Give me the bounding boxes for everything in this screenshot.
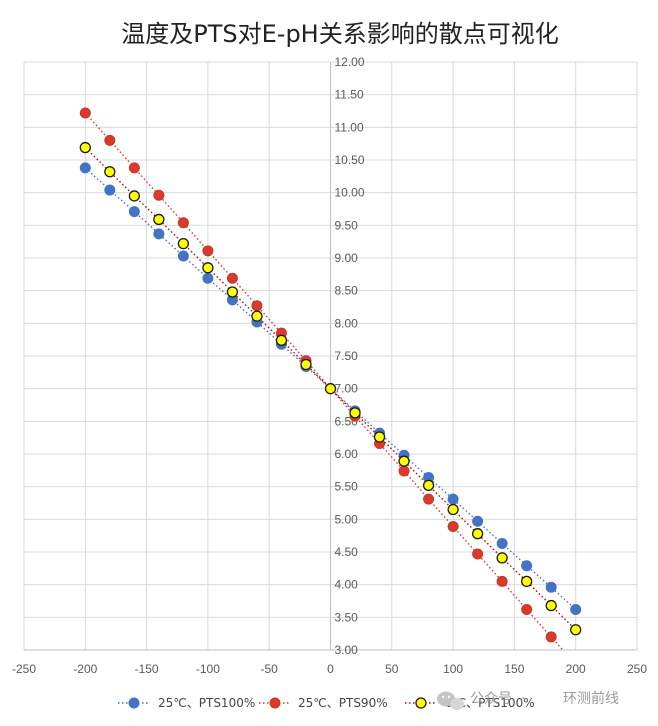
data-point bbox=[251, 300, 263, 312]
data-point bbox=[177, 217, 189, 229]
data-point bbox=[104, 166, 116, 178]
data-point bbox=[153, 213, 165, 226]
data-point bbox=[128, 190, 140, 202]
wechat-icon bbox=[437, 691, 464, 710]
data-point bbox=[226, 286, 239, 298]
chart-title: 温度及PTS对E-pH关系影响的散点可视化 bbox=[121, 20, 558, 48]
series-layer bbox=[79, 107, 582, 650]
data-point bbox=[202, 262, 214, 274]
data-point bbox=[570, 603, 582, 615]
data-point bbox=[128, 162, 140, 174]
x-tick-label: 250 bbox=[627, 662, 647, 676]
data-point bbox=[349, 407, 361, 419]
data-point bbox=[521, 575, 533, 588]
data-point bbox=[177, 250, 189, 262]
data-point bbox=[570, 624, 582, 636]
series-3 bbox=[79, 141, 582, 636]
watermark-separator: · bbox=[521, 691, 525, 707]
x-tick-label: -250 bbox=[12, 662, 36, 676]
series-line bbox=[84, 147, 577, 631]
x-tick-label: -150 bbox=[135, 662, 159, 676]
watermark-account: 环测前线 bbox=[563, 690, 619, 707]
data-point bbox=[447, 521, 459, 533]
y-tick-label: 10.00 bbox=[335, 186, 365, 200]
data-point bbox=[422, 479, 435, 492]
data-point bbox=[545, 581, 557, 593]
y-tick-label: 11.50 bbox=[335, 88, 364, 102]
data-point bbox=[202, 272, 214, 284]
data-point bbox=[521, 603, 533, 615]
data-point bbox=[324, 383, 337, 395]
legend-label: 25℃、PTS90% bbox=[298, 696, 388, 710]
axes: -250 -200 -150 -100 -50 0 50 100 150 200 250 3.00 3.… bbox=[12, 55, 647, 676]
legend-item-2: 25℃、PTS90% bbox=[259, 696, 388, 710]
y-tick-label: 4.00 bbox=[335, 578, 359, 592]
legend-item-3: 0℃、PTS100% bbox=[405, 696, 535, 710]
data-point bbox=[300, 358, 312, 371]
x-tick-label: 0 bbox=[327, 662, 334, 676]
legend: 25℃、PTS100% 25℃、PTS90% 0℃、PTS100% bbox=[118, 696, 535, 710]
data-point bbox=[447, 503, 459, 516]
data-point bbox=[447, 493, 459, 505]
data-point bbox=[472, 515, 484, 527]
data-point bbox=[496, 552, 508, 564]
y-tick-label: 8.00 bbox=[335, 316, 359, 330]
data-point bbox=[202, 245, 214, 257]
y-tick-label: 9.00 bbox=[335, 251, 359, 265]
y-tick-label: 12.00 bbox=[335, 55, 365, 69]
data-point bbox=[398, 465, 410, 477]
data-point bbox=[423, 493, 435, 505]
data-point bbox=[153, 189, 165, 201]
watermark-name: 公众号 bbox=[470, 691, 512, 707]
x-tick-label: -200 bbox=[73, 662, 97, 676]
data-point bbox=[545, 599, 557, 612]
data-point bbox=[153, 228, 165, 240]
data-point bbox=[373, 431, 386, 443]
data-point bbox=[79, 107, 91, 119]
data-point bbox=[545, 631, 557, 643]
data-point bbox=[177, 237, 190, 250]
y-tick-label: 9.50 bbox=[335, 218, 359, 232]
data-point bbox=[496, 538, 508, 550]
x-tick-label: 150 bbox=[504, 662, 524, 676]
data-point bbox=[79, 162, 91, 174]
y-tick-label: 7.00 bbox=[335, 382, 359, 396]
data-point bbox=[251, 310, 263, 322]
data-point bbox=[226, 272, 238, 284]
data-point bbox=[79, 141, 91, 154]
x-tick-label: 50 bbox=[385, 662, 399, 676]
x-tick-label: 200 bbox=[566, 662, 586, 676]
y-tick-label: 11.00 bbox=[335, 120, 364, 134]
y-tick-label: 3.00 bbox=[335, 643, 359, 657]
data-point bbox=[496, 575, 508, 587]
data-point bbox=[471, 528, 484, 540]
y-tick-label: 7.50 bbox=[335, 349, 359, 363]
legend-label: 25℃、PTS100% bbox=[158, 696, 255, 710]
data-point bbox=[472, 548, 484, 560]
legend-marker bbox=[128, 697, 140, 709]
data-point bbox=[104, 134, 116, 146]
x-tick-label: 100 bbox=[443, 662, 463, 676]
y-tick-label: 5.00 bbox=[335, 512, 359, 526]
x-tick-label: -50 bbox=[261, 662, 279, 676]
y-tick-label: 5.50 bbox=[335, 480, 359, 494]
y-tick-label: 6.00 bbox=[335, 447, 359, 461]
data-point bbox=[521, 560, 533, 572]
legend-label: 0℃、PTS100% bbox=[445, 696, 535, 710]
data-point bbox=[104, 184, 116, 196]
data-point bbox=[128, 206, 140, 218]
data-point bbox=[398, 455, 410, 467]
y-tick-label: 10.50 bbox=[335, 153, 365, 167]
y-tick-label: 4.50 bbox=[335, 545, 359, 559]
data-point bbox=[275, 334, 288, 346]
y-tick-label: 8.50 bbox=[335, 284, 359, 298]
x-tick-label: -100 bbox=[196, 662, 220, 676]
y-tick-label: 3.50 bbox=[335, 610, 359, 624]
legend-marker bbox=[269, 697, 281, 709]
legend-item-1: 25℃、PTS100% bbox=[118, 696, 255, 710]
watermark: 公众号 · 环测前线 bbox=[437, 690, 619, 710]
legend-marker bbox=[415, 697, 427, 709]
